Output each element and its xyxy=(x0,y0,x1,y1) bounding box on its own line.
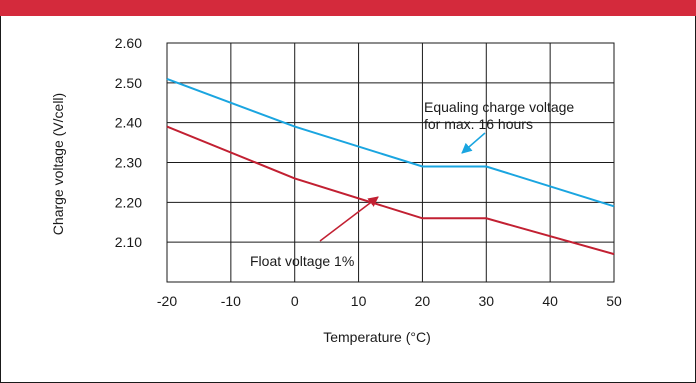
equalizing-annotation-line2: for max. 16 hours xyxy=(424,116,533,132)
y-tick-label: 2.40 xyxy=(115,115,142,131)
x-axis-label: Temperature (°C) xyxy=(323,329,431,345)
equalizing-annotation-line1: Equaling charge voltage xyxy=(424,99,574,115)
y-tick-label: 2.20 xyxy=(115,194,142,210)
y-axis-label: Charge voltage (V/cell) xyxy=(50,93,66,235)
x-tick-label: 50 xyxy=(606,293,622,309)
y-tick-labels: 2.10 2.20 2.30 2.40 2.50 2.60 xyxy=(115,35,142,250)
equalizing-voltage-line xyxy=(166,77,615,208)
y-tick-label: 2.50 xyxy=(115,75,142,91)
x-tick-label: 0 xyxy=(291,293,299,309)
y-tick-label: 2.30 xyxy=(115,155,142,171)
float-annotation: Float voltage 1% xyxy=(250,253,354,269)
float-voltage-line xyxy=(166,125,615,256)
chart-grid xyxy=(166,42,615,283)
x-tick-label: 20 xyxy=(415,293,431,309)
annotations: Equaling charge voltage for max. 16 hour… xyxy=(250,99,574,269)
x-tick-label: 10 xyxy=(351,293,367,309)
x-tick-label: -20 xyxy=(157,293,177,309)
float-leader-arrow xyxy=(319,196,379,242)
y-tick-label: 2.60 xyxy=(115,35,142,51)
series-lines xyxy=(166,77,615,256)
x-tick-label: -10 xyxy=(221,293,241,309)
equalizing-leader-arrow xyxy=(461,132,486,154)
x-tick-label: 40 xyxy=(542,293,558,309)
y-tick-label: 2.10 xyxy=(115,234,142,250)
x-tick-label: 30 xyxy=(478,293,494,309)
header-bar xyxy=(0,0,696,16)
x-tick-labels: -20 -10 0 10 20 30 40 50 xyxy=(157,293,622,309)
